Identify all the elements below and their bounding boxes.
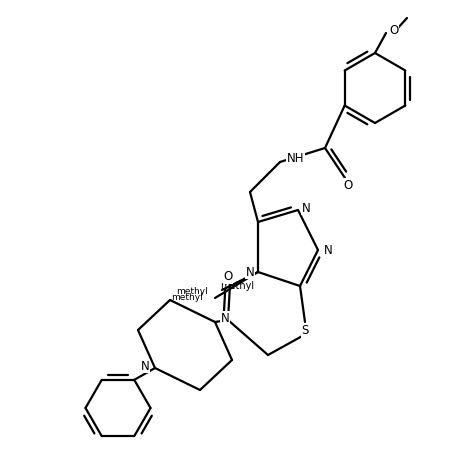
Text: N: N	[140, 359, 149, 372]
Text: O: O	[389, 24, 399, 36]
Text: N: N	[220, 311, 230, 324]
Text: O: O	[343, 179, 352, 192]
Text: N: N	[246, 266, 254, 279]
Text: O: O	[223, 270, 233, 284]
Text: N: N	[302, 201, 310, 214]
Text: methyl: methyl	[220, 281, 254, 291]
Text: methyl: methyl	[176, 286, 208, 296]
Text: N: N	[324, 243, 333, 256]
Text: NH: NH	[287, 152, 305, 164]
Text: methyl: methyl	[171, 292, 202, 302]
Text: S: S	[302, 324, 309, 338]
